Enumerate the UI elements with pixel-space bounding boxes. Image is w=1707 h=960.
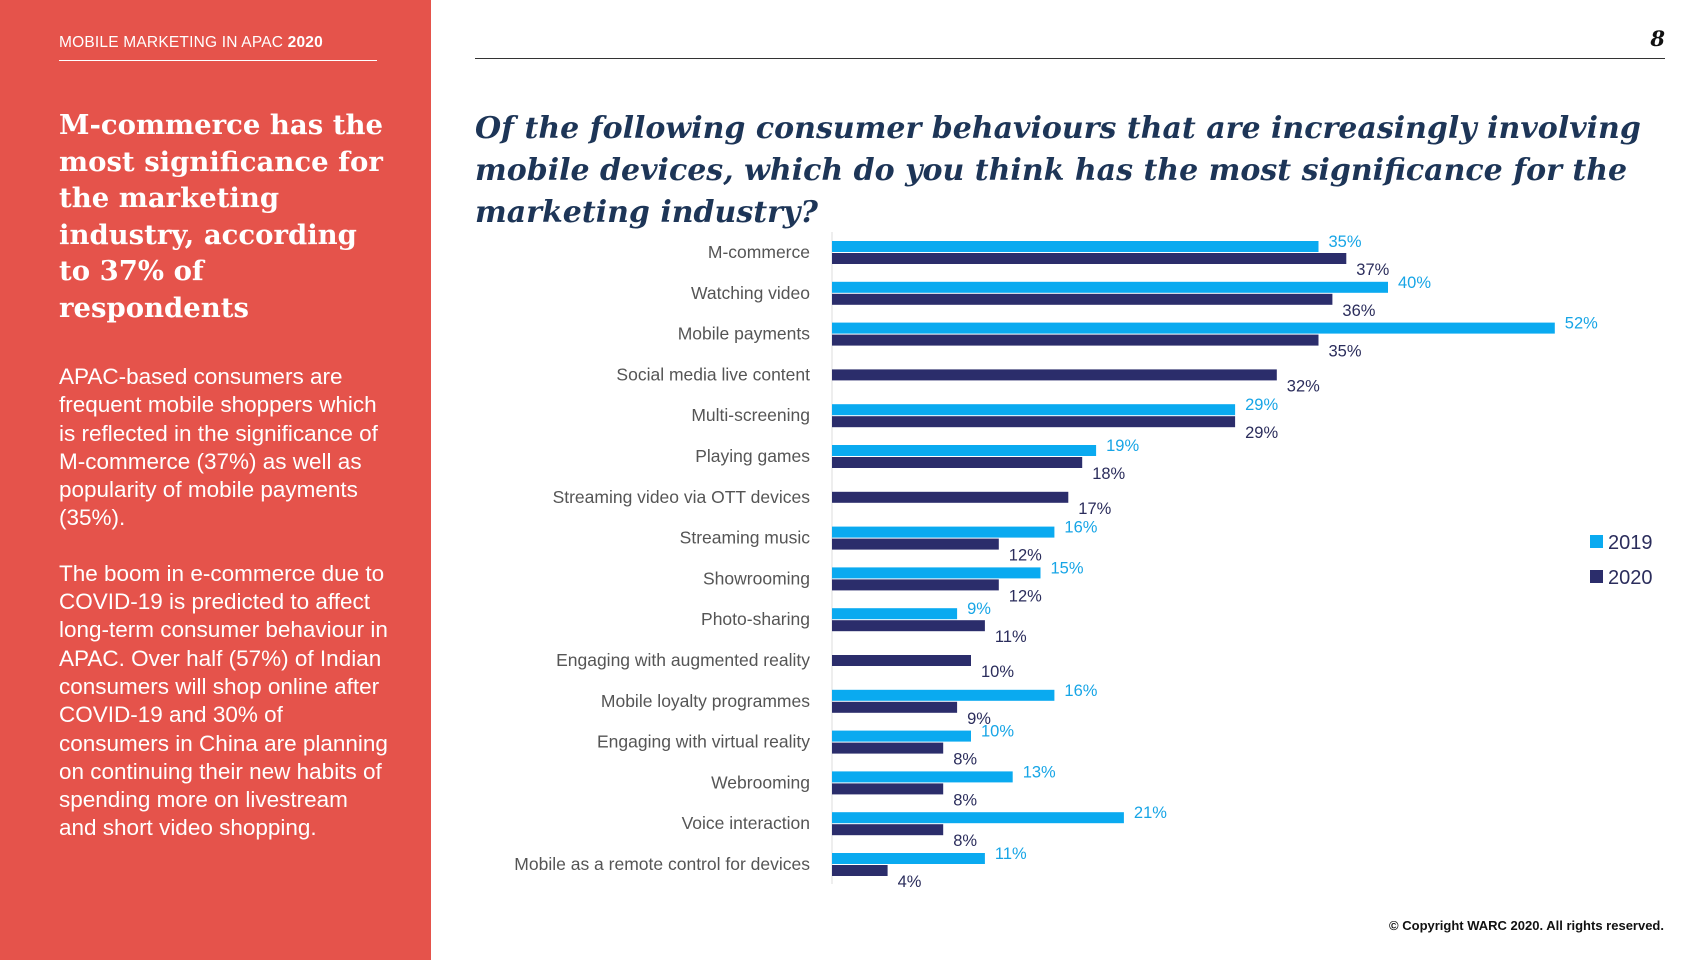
- data-label-2020: 18%: [1092, 465, 1125, 483]
- data-label-2019: 21%: [1134, 804, 1167, 822]
- data-label-2019: 10%: [981, 723, 1014, 741]
- data-label-2020: 29%: [1245, 424, 1278, 442]
- category-label: Voice interaction: [682, 813, 810, 833]
- category-label: Photo-sharing: [701, 609, 810, 629]
- data-label-2019: 11%: [995, 845, 1027, 863]
- category-label: Engaging with augmented reality: [556, 650, 810, 670]
- data-label-2020: 4%: [898, 873, 922, 891]
- bar-2020: [832, 334, 1319, 346]
- data-label-2019: 13%: [1023, 763, 1056, 781]
- legend-swatch: [1590, 535, 1603, 548]
- category-label: Playing games: [695, 446, 810, 466]
- data-label-2019: 52%: [1565, 315, 1598, 333]
- bar-2020: [832, 824, 944, 836]
- sidebar-paragraph: APAC-based consumers are frequent mobile…: [59, 364, 378, 531]
- bar-2019: [832, 608, 958, 620]
- category-label: Social media live content: [616, 364, 810, 384]
- data-label-2020: 35%: [1329, 343, 1362, 361]
- data-label-2020: 17%: [1078, 500, 1111, 518]
- report-label: MOBILE MARKETING IN APAC 2020: [59, 34, 377, 61]
- data-label-2019: 16%: [1064, 682, 1097, 700]
- data-label-2020: 8%: [953, 791, 977, 809]
- bar-2019: [832, 853, 985, 864]
- bar-2020: [832, 491, 1069, 503]
- page-number: 8: [1650, 26, 1665, 51]
- header-rule: [475, 58, 1665, 59]
- bar-2020: [832, 701, 958, 713]
- data-label-2019: 16%: [1064, 519, 1097, 537]
- category-label: Mobile payments: [678, 324, 811, 344]
- data-label-2020: 12%: [1009, 587, 1042, 605]
- legend-label: 2019: [1608, 532, 1653, 554]
- bar-2020: [832, 416, 1236, 428]
- data-label-2020: 9%: [967, 710, 991, 728]
- data-label-2019: 9%: [967, 600, 991, 618]
- bar-2019: [832, 812, 1124, 824]
- bar-2020: [832, 620, 985, 632]
- copyright-text: © Copyright WARC 2020. All rights reserv…: [1389, 918, 1664, 933]
- sidebar-paragraph: The boom in e-commerce due to COVID-19 i…: [59, 560, 388, 841]
- bar-2020: [832, 655, 971, 666]
- bar-2020: [832, 293, 1333, 305]
- category-label: Multi-screening: [691, 405, 810, 425]
- bar-2019: [832, 404, 1236, 416]
- bar-2020: [832, 538, 999, 550]
- report-year: 2020: [287, 34, 323, 51]
- data-label-2019: 35%: [1329, 233, 1362, 251]
- category-label: Mobile as a remote control for devices: [514, 854, 810, 874]
- chart-title: Of the following consumer behaviours tha…: [475, 111, 1641, 230]
- bar-2020: [832, 783, 944, 795]
- bar-2020: [832, 742, 944, 754]
- data-label-2019: 15%: [1051, 559, 1084, 577]
- bar-2020: [832, 253, 1347, 264]
- legend-label: 2020: [1608, 567, 1653, 589]
- sidebar-headline: M-commerce has the most significance for…: [59, 109, 383, 324]
- bar-2019: [832, 526, 1055, 538]
- category-label: Showrooming: [703, 568, 810, 588]
- bar-2020: [832, 865, 888, 876]
- category-label: Engaging with virtual reality: [597, 732, 810, 752]
- data-label-2020: 8%: [953, 832, 977, 850]
- bar-2019: [832, 322, 1555, 334]
- category-label: Webrooming: [711, 772, 810, 792]
- data-label-2019: 29%: [1245, 396, 1278, 414]
- data-label-2020: 10%: [981, 663, 1014, 681]
- bar-2019: [832, 730, 971, 742]
- legend-swatch: [1590, 570, 1603, 583]
- bar-2019: [832, 771, 1013, 783]
- bar-2019: [832, 241, 1319, 252]
- bar-2019: [832, 445, 1097, 456]
- bar-2019: [832, 567, 1041, 579]
- report-label-text: MOBILE MARKETING IN APAC: [59, 34, 284, 51]
- category-label: Mobile loyalty programmes: [601, 691, 810, 711]
- data-label-2020: 32%: [1287, 377, 1320, 395]
- data-label-2019: 19%: [1106, 437, 1139, 455]
- data-label-2020: 11%: [995, 628, 1027, 646]
- category-label: Watching video: [691, 283, 810, 303]
- bar-2019: [832, 281, 1388, 293]
- sidebar-panel: MOBILE MARKETING IN APAC 2020 M-commerce…: [0, 0, 431, 960]
- data-label-2019: 40%: [1398, 274, 1431, 292]
- category-label: M-commerce: [708, 242, 810, 262]
- bar-2020: [832, 579, 999, 591]
- data-label-2020: 37%: [1356, 261, 1389, 279]
- bar-2020: [832, 457, 1083, 468]
- bar-2019: [832, 689, 1055, 701]
- bar-2020: [832, 369, 1277, 381]
- sidebar-body: APAC-based consumers are frequent mobile…: [59, 363, 389, 870]
- category-label: Streaming music: [680, 528, 811, 548]
- data-label-2020: 12%: [1009, 547, 1042, 565]
- category-label: Streaming video via OTT devices: [553, 487, 811, 507]
- data-label-2020: 8%: [953, 751, 977, 769]
- data-label-2020: 36%: [1342, 302, 1375, 320]
